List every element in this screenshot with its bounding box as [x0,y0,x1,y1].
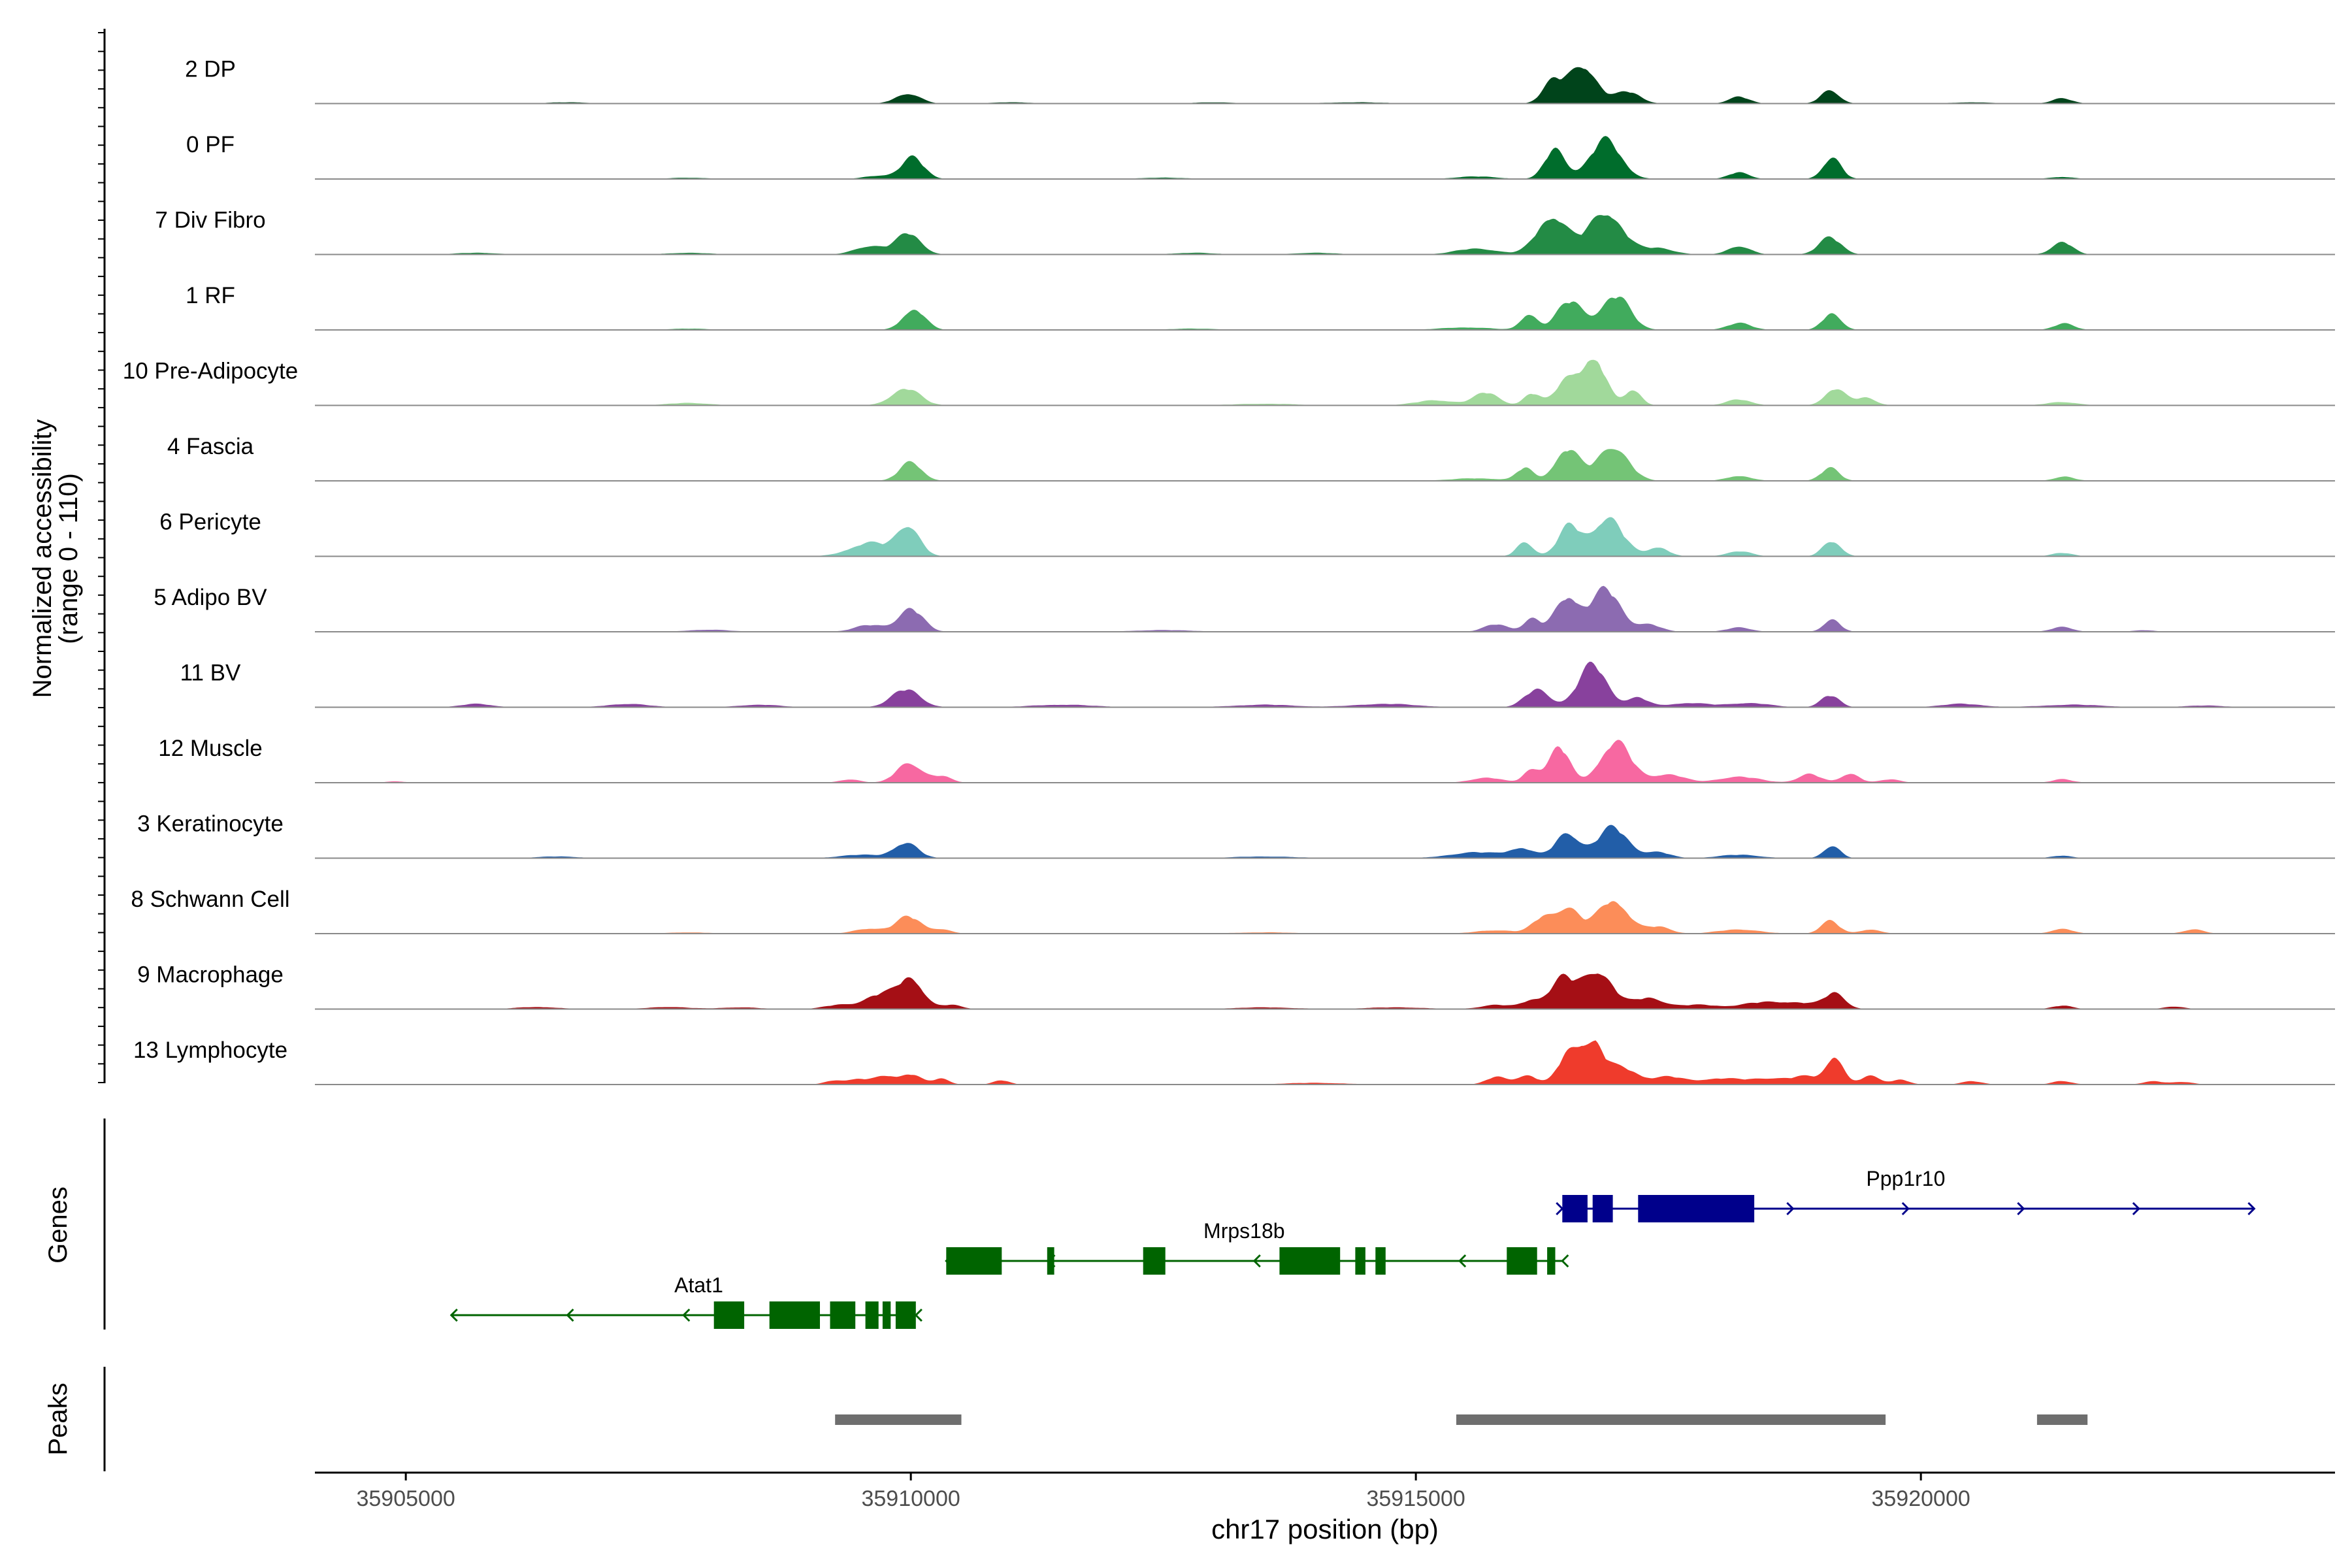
coverage-area-4-fascia [315,449,2335,481]
track-4-fascia: 4 Fascia [167,434,2335,482]
exon-atat1 [882,1301,891,1329]
gene-label-ppp1r10: Ppp1r10 [1866,1167,1945,1190]
strand-arrow [1458,1254,1467,1268]
strand-arrow [2132,1201,2140,1216]
coverage-area-10-pre-adipocyte [315,359,2335,406]
track-label-9-macrophage: 9 Macrophage [137,962,284,988]
exon-atat1 [830,1301,856,1329]
coverage-area-6-pericyte [315,517,2335,557]
strand-arrow [449,1308,458,1322]
track-11-bv: 11 BV [180,661,2335,708]
coverage-area-7-div-fibro [315,215,2335,255]
exon-mrps18b [1547,1247,1556,1275]
track-7-div-fibro: 7 Div Fibro [155,208,2335,255]
exon-mrps18b [1375,1247,1386,1275]
gene-annotation-panel: Atat1 Mrps18b Ppp1r10 [449,1167,2256,1329]
track-label-3-keratinocyte: 3 Keratinocyte [137,811,284,837]
exon-ppp1r10 [1562,1195,1588,1222]
x-axis-label: chr17 position (bp) [1211,1514,1439,1544]
track-9-macrophage: 9 Macrophage [137,962,2335,1010]
coverage-area-8-schwann-cell [315,901,2335,934]
x-tick-label: 35910000 [861,1486,960,1511]
track-label-8-schwann-cell: 8 Schwann Cell [131,887,289,912]
peak-region [1456,1414,1886,1425]
strand-arrow [1786,1201,1795,1216]
exon-atat1 [895,1301,916,1329]
y-axis-label-line1: Normalized accessibility [28,419,57,698]
coverage-area-3-keratinocyte [315,825,2335,858]
gene-ppp1r10: Ppp1r10 [1556,1167,2256,1222]
exon-atat1 [865,1301,879,1329]
track-label-7-div-fibro: 7 Div Fibro [155,208,265,233]
track-label-6-pericyte: 6 Pericyte [159,510,261,535]
track-label-1-rf: 1 RF [186,283,235,308]
strand-arrow [566,1308,574,1322]
x-tick-label: 35905000 [356,1486,455,1511]
axes: Normalized accessibility (range 0 - 110)… [28,29,2335,1544]
peaks-panel-label: Peaks [44,1382,73,1455]
exon-mrps18b [1143,1247,1166,1275]
exon-mrps18b [946,1247,1002,1275]
track-label-11-bv: 11 BV [180,661,241,686]
strand-arrow [1561,1254,1569,1268]
coverage-area-0-pf [315,136,2335,179]
exon-ppp1r10 [1638,1195,1755,1222]
peak-region [835,1414,962,1425]
track-5-adipo-bv: 5 Adipo BV [154,585,2335,632]
track-label-2-dp: 2 DP [185,57,236,82]
strand-arrow [1252,1254,1261,1268]
coverage-area-5-adipo-bv [315,585,2335,632]
coverage-area-12-muscle [315,740,2335,783]
coverage-tracks: 2 DP 0 PF 7 Div Fibro 1 RF 10 Pre-Adipocyte 4… [123,57,2335,1085]
track-label-12-muscle: 12 Muscle [158,736,263,761]
exon-mrps18b [1279,1247,1341,1275]
genes-panel-label: Genes [44,1186,73,1264]
strand-arrow [1901,1201,1910,1216]
track-8-schwann-cell: 8 Schwann Cell [131,887,2335,934]
coverage-area-2-dp [315,67,2335,104]
coverage-area-9-macrophage [315,973,2335,1009]
coverage-area-13-lymphocyte [315,1040,2335,1085]
peak-region [2036,1414,2088,1425]
track-label-5-adipo-bv: 5 Adipo BV [154,585,267,610]
strand-arrow [2017,1201,2025,1216]
gene-label-atat1: Atat1 [674,1273,723,1297]
x-tick-label: 35920000 [1871,1486,1970,1511]
track-6-pericyte: 6 Pericyte [159,510,2335,557]
track-13-lymphocyte: 13 Lymphocyte [133,1037,2335,1085]
exon-atat1 [769,1301,820,1329]
track-label-10-pre-adipocyte: 10 Pre-Adipocyte [123,359,298,384]
strand-arrow [682,1308,691,1322]
coverage-area-1-rf [315,297,2335,330]
exon-mrps18b [1047,1247,1054,1275]
gene-label-mrps18b: Mrps18b [1203,1219,1285,1243]
y-axis-label-line2: (range 0 - 110) [54,473,83,644]
track-2-dp: 2 DP [185,57,2335,105]
exon-atat1 [713,1301,745,1329]
gene-atat1: Atat1 [449,1273,923,1329]
track-3-keratinocyte: 3 Keratinocyte [137,811,2335,859]
coverage-area-11-bv [315,661,2335,708]
track-12-muscle: 12 Muscle [158,736,2335,783]
track-1-rf: 1 RF [186,283,2335,331]
track-label-4-fascia: 4 Fascia [167,434,254,459]
strand-arrow [2247,1201,2256,1216]
x-tick-label: 35915000 [1366,1486,1465,1511]
track-0-pf: 0 PF [186,132,2335,180]
track-label-13-lymphocyte: 13 Lymphocyte [133,1037,287,1063]
track-10-pre-adipocyte: 10 Pre-Adipocyte [123,359,2335,406]
strand-arrow [1556,1201,1564,1216]
strand-arrow [914,1308,923,1322]
exon-ppp1r10 [1592,1195,1613,1222]
peak-panel [835,1414,2088,1425]
track-label-0-pf: 0 PF [186,132,235,157]
exon-mrps18b [1355,1247,1365,1275]
exon-mrps18b [1507,1247,1537,1275]
gene-mrps18b: Mrps18b [945,1219,1569,1275]
